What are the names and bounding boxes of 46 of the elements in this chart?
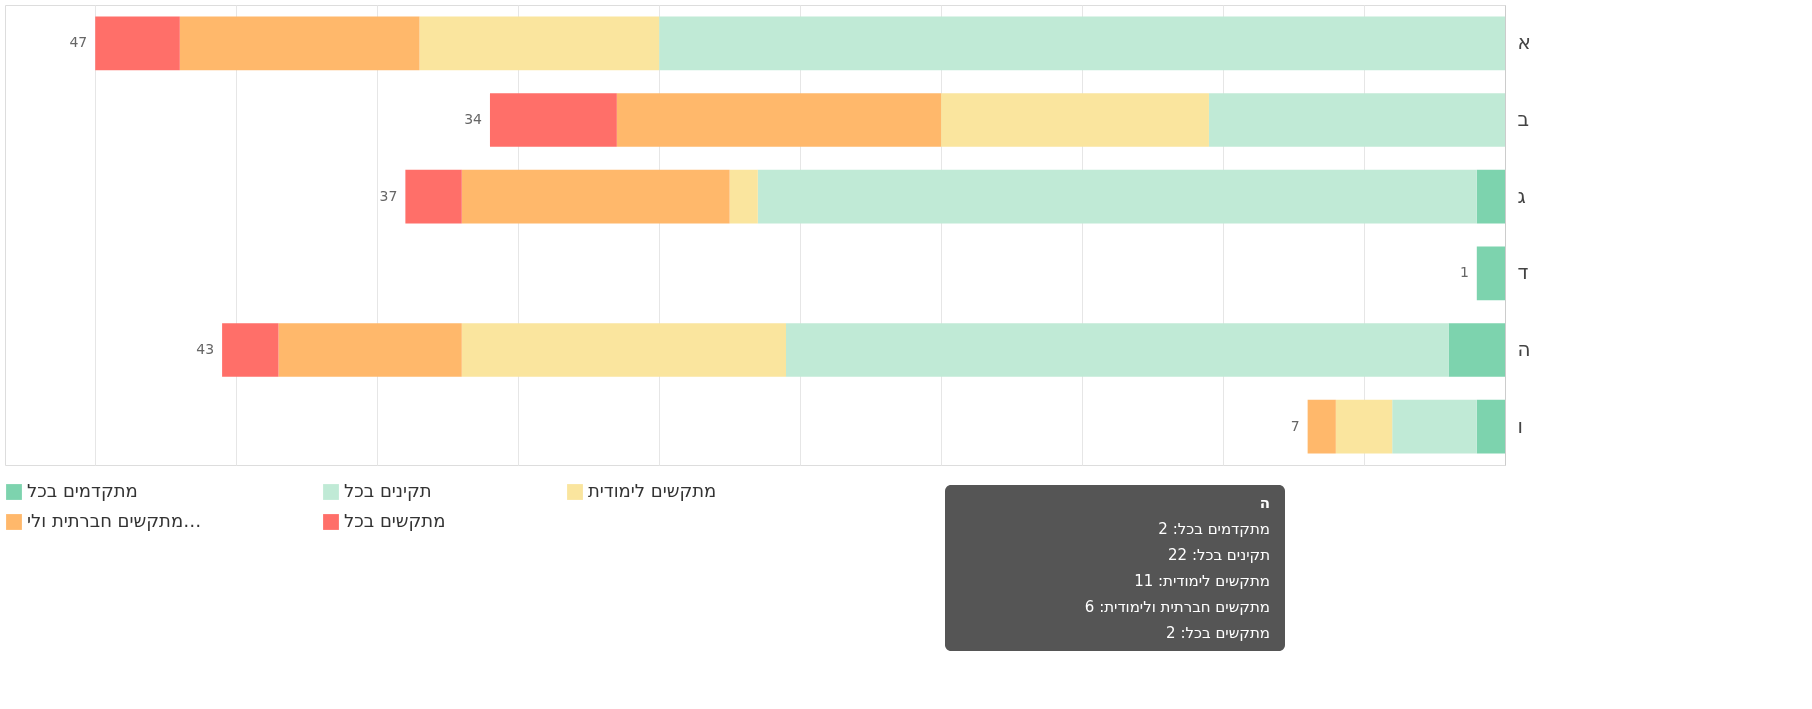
- text: מתקשים בכל: 2: [1166, 624, 1270, 642]
- bar: [489, 93, 617, 147]
- bar: [461, 169, 730, 224]
- annotation: 43: [196, 341, 215, 357]
- annotation: 7: [1290, 417, 1300, 434]
- y-tick-label: א: [1517, 30, 1531, 55]
- legend-label: מתקשים לימודית: [588, 480, 717, 501]
- annotation: 37: [379, 187, 398, 204]
- bar: [179, 16, 420, 71]
- bar: [419, 16, 660, 71]
- legend-label: מתקשים בכל: [344, 510, 446, 531]
- annotation: 1: [1459, 264, 1469, 281]
- bar: [1476, 169, 1505, 224]
- bar: [278, 323, 462, 377]
- bar: [1476, 399, 1505, 454]
- y-tick-label: ד: [1517, 260, 1529, 285]
- annotation: 34: [464, 111, 483, 127]
- annotation: 47: [69, 34, 88, 51]
- legend-label: תקינים בכל: [344, 480, 432, 501]
- bar: [941, 93, 1209, 147]
- text: מתקשים חברתית ולימודית: 6: [1084, 598, 1270, 616]
- bar: [222, 323, 279, 377]
- bar: [1448, 323, 1505, 377]
- bar: [1392, 399, 1477, 454]
- text: מתקדמים בכל: 2: [1158, 520, 1270, 538]
- bar: [1208, 93, 1505, 147]
- bar: [659, 16, 1505, 71]
- bar: [1335, 399, 1393, 454]
- y-tick-label: ה: [1517, 337, 1531, 361]
- bar: [786, 323, 1449, 377]
- bar: [1476, 246, 1505, 301]
- bar: [616, 93, 942, 147]
- text: ה: [1259, 494, 1270, 512]
- bar: [95, 16, 180, 71]
- bar: [1307, 399, 1336, 454]
- y-tick-label: ו: [1517, 413, 1523, 438]
- text: תקינים בכל: 22: [1168, 546, 1270, 564]
- y-tick-label: ג: [1517, 183, 1526, 208]
- bar: [461, 323, 787, 377]
- bar: [729, 169, 758, 224]
- bar: [405, 169, 462, 224]
- y-tick-label: ב: [1517, 107, 1530, 131]
- text: מתקשים לימודית: 11: [1134, 572, 1270, 590]
- legend-label: מתקדמים בכל: [27, 480, 138, 501]
- bar: [757, 169, 1477, 224]
- legend-label: מתקשים חברתית ולי…: [27, 510, 202, 531]
